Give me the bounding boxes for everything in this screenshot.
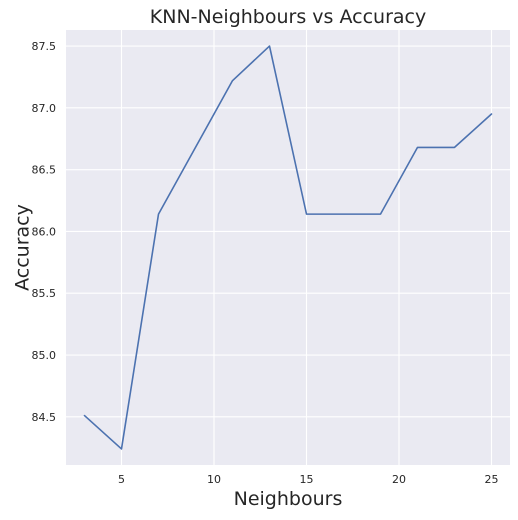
x-tick-label-3: 20 bbox=[392, 473, 406, 486]
x-tick-label-2: 15 bbox=[300, 473, 314, 486]
y-tick-label-2: 85.5 bbox=[32, 287, 57, 300]
series-lines bbox=[83, 45, 493, 450]
y-tick-label-1: 85.0 bbox=[32, 349, 57, 362]
y-tick-label-3: 86.0 bbox=[32, 225, 57, 238]
y-tick-label-5: 87.0 bbox=[32, 102, 57, 115]
x-axis-label: Neighbours bbox=[234, 488, 343, 510]
x-tick-label-4: 25 bbox=[485, 473, 499, 486]
y-axis-label: Accuracy bbox=[12, 204, 34, 291]
grid-lines bbox=[66, 30, 510, 465]
x-tick-labels: 5 10 15 20 25 bbox=[118, 473, 499, 486]
x-tick-label-0: 5 bbox=[118, 473, 125, 486]
series-line-0 bbox=[83, 45, 493, 450]
y-tick-labels: 84.5 85.0 85.5 86.0 86.5 87.0 87.5 bbox=[32, 40, 57, 424]
y-tick-label-6: 87.5 bbox=[32, 40, 57, 53]
y-tick-label-4: 86.5 bbox=[32, 164, 57, 177]
plot-area bbox=[66, 30, 510, 465]
y-tick-label-0: 84.5 bbox=[32, 411, 57, 424]
x-tick-label-1: 10 bbox=[207, 473, 221, 486]
chart-title: KNN-Neighbours vs Accuracy bbox=[150, 6, 426, 28]
